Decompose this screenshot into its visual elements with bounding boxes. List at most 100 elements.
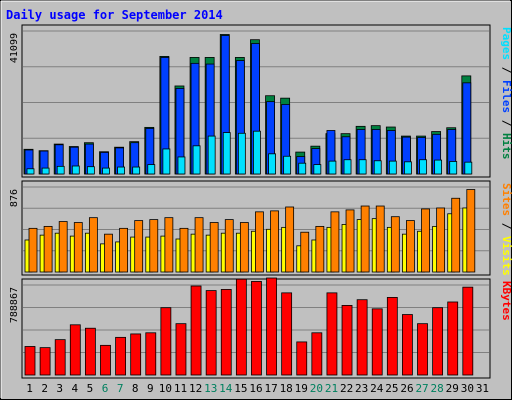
day-label-7: 7 [117, 382, 124, 395]
panel-visits-sites: 876 Sites / Visits [9, 180, 512, 276]
bar-sites-day-26 [406, 220, 415, 273]
bar-pages-day-19 [298, 162, 307, 175]
bar-sites-day-20 [315, 225, 325, 273]
bar-kbytes-day-9 [145, 332, 157, 376]
bar-sites-day-23 [360, 205, 370, 273]
bar-kbytes-day-10 [160, 307, 172, 376]
bar-kbytes-day-14 [220, 289, 232, 376]
legend-part: / [500, 113, 512, 133]
bar-pages-day-4 [71, 165, 80, 175]
bar-pages-day-25 [388, 160, 397, 175]
day-label-21: 21 [325, 382, 338, 395]
bar-sites-day-29 [451, 197, 461, 273]
day-label-22: 22 [340, 382, 353, 395]
bar-pages-day-8 [132, 166, 141, 175]
bar-sites-day-7 [119, 227, 128, 273]
day-label-17: 17 [264, 382, 277, 395]
y-max-label: 788867 [9, 287, 20, 323]
bar-pages-day-20 [313, 164, 322, 175]
legend-part: Visits [500, 236, 512, 276]
bar-kbytes-day-1 [24, 346, 36, 376]
bar-sites-day-28 [436, 207, 446, 273]
bar-pages-day-1 [26, 168, 35, 175]
bar-kbytes-day-6 [100, 344, 111, 376]
bar-kbytes-day-28 [432, 307, 444, 376]
bar-pages-day-10 [162, 148, 171, 175]
bar-kbytes-day-26 [402, 314, 413, 376]
bar-sites-day-8 [134, 220, 144, 273]
bar-sites-day-4 [73, 222, 83, 273]
chart-title: Daily usage for September 2014 [6, 8, 223, 22]
bar-pages-day-12 [192, 145, 201, 175]
bar-pages-day-13 [207, 135, 216, 175]
bar-pages-day-6 [102, 167, 110, 175]
bar-sites-day-9 [149, 219, 159, 273]
bar-kbytes-day-15 [235, 278, 247, 376]
bar-sites-day-13 [209, 222, 219, 273]
bar-pages-day-22 [343, 159, 352, 175]
bar-pages-day-7 [117, 166, 125, 175]
bar-sites-day-11 [179, 227, 189, 273]
bar-pages-day-28 [434, 159, 443, 175]
bar-sites-day-10 [164, 217, 174, 273]
panel-legend: Pages / Files / Hits [500, 27, 512, 160]
bar-pages-day-24 [373, 160, 382, 175]
bar-sites-day-15 [239, 222, 249, 273]
day-label-4: 4 [72, 382, 79, 395]
bar-kbytes-day-13 [205, 290, 217, 376]
bar-kbytes-day-30 [462, 286, 474, 376]
bar-sites-day-5 [88, 217, 98, 273]
bar-kbytes-day-25 [386, 297, 398, 376]
bar-pages-day-27 [419, 159, 427, 175]
bar-pages-day-2 [41, 167, 50, 175]
bar-kbytes-day-20 [311, 332, 323, 376]
day-label-31: 31 [476, 382, 489, 395]
bar-sites-day-27 [421, 208, 430, 273]
bar-kbytes-day-16 [251, 281, 262, 376]
bar-kbytes-day-7 [115, 336, 126, 376]
day-label-16: 16 [249, 382, 262, 395]
bar-sites-day-25 [390, 216, 400, 273]
bar-sites-day-22 [345, 209, 355, 273]
bar-kbytes-day-22 [341, 305, 353, 376]
y-max-label: 41099 [9, 33, 20, 63]
day-label-28: 28 [431, 382, 444, 395]
day-label-15: 15 [234, 382, 247, 395]
bar-pages-day-11 [177, 156, 186, 175]
day-label-25: 25 [385, 382, 398, 395]
legend-part: Pages [500, 27, 512, 60]
bar-pages-day-17 [268, 153, 276, 175]
bar-sites-day-18 [285, 206, 295, 273]
bar-kbytes-day-23 [356, 299, 368, 376]
bar-sites-day-21 [330, 211, 340, 273]
bar-sites-day-2 [43, 225, 53, 273]
bar-kbytes-day-18 [281, 292, 293, 376]
bar-pages-day-9 [147, 164, 156, 175]
bar-pages-day-16 [253, 130, 261, 175]
y-max-label: 876 [9, 189, 20, 207]
legend-part: Sites [500, 183, 512, 216]
panel-legend: Sites / Visits [500, 183, 512, 276]
series-pages [26, 130, 473, 175]
bar-kbytes-day-12 [190, 285, 202, 376]
day-label-6: 6 [102, 382, 109, 395]
day-label-20: 20 [310, 382, 323, 395]
bar-kbytes-day-2 [39, 347, 51, 376]
bar-sites-day-30 [466, 189, 476, 273]
day-label-23: 23 [355, 382, 368, 395]
bar-pages-day-14 [222, 132, 231, 175]
panel-legend: KBytes [500, 281, 512, 321]
series-kbytes [24, 277, 474, 376]
day-label-29: 29 [446, 382, 459, 395]
bar-pages-day-26 [404, 161, 412, 175]
day-label-1: 1 [26, 382, 33, 395]
day-label-18: 18 [280, 382, 293, 395]
bar-sites-day-1 [28, 227, 38, 273]
panel-hits-files-pages: 41099 Pages / Files / Hits [9, 24, 512, 178]
bar-pages-day-23 [358, 159, 367, 175]
legend-part: / [500, 60, 512, 80]
legend-part: KBytes [500, 281, 512, 321]
bar-kbytes-day-11 [175, 323, 187, 376]
legend-part: / [500, 216, 512, 236]
